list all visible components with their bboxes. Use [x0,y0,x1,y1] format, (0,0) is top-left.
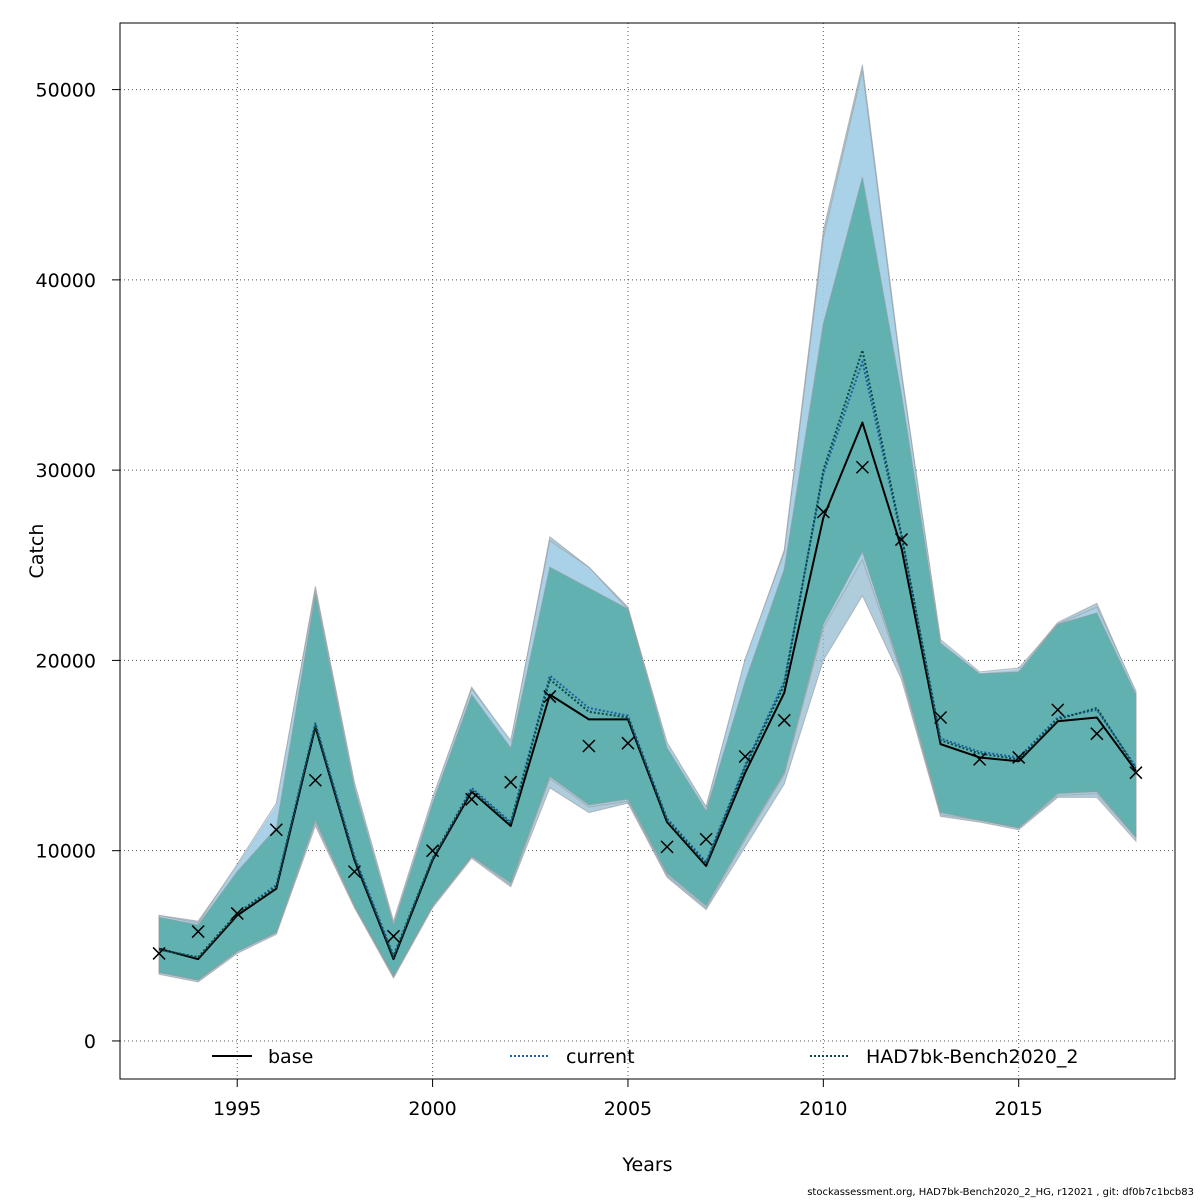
observed-point [230,906,244,920]
observed-point [777,713,791,727]
observed-point [1090,727,1104,741]
x-axis-label: Years [621,1154,672,1176]
observed-point [543,690,557,704]
observed-point [816,505,830,519]
observed-point [152,946,166,960]
observed-point [699,832,713,846]
observed-point [621,736,635,750]
observed-point [465,792,479,806]
y-axis-label: Catch [26,524,48,579]
x-tick-label: 2010 [799,1098,847,1120]
x-tick-label: 2000 [408,1098,456,1120]
observed-point [191,925,205,939]
observed-point [1012,750,1026,764]
y-tick-label: 0 [84,1031,96,1053]
series-lines [158,349,1137,961]
footer-caption: stockassessment.org, HAD7bk-Bench2020_2_… [807,1187,1194,1198]
observed-point [738,749,752,764]
observed-point [426,844,440,858]
legend-label: current [566,1046,635,1068]
observed-point [347,865,361,879]
y-tick-label: 40000 [36,270,96,292]
legend-label: base [268,1046,313,1068]
y-tick-label: 50000 [36,80,96,102]
observed-point [973,752,987,766]
observed-point [1051,703,1065,717]
confidence-bands [158,64,1137,983]
y-tick-label: 30000 [36,460,96,482]
x-tick-label: 2005 [604,1098,652,1120]
observed-points [152,460,1143,960]
y-tick-label: 20000 [36,650,96,672]
observed-point [894,533,909,547]
y-axis: 0 10000 20000 30000 40000 50000 [36,80,120,1053]
observed-point [934,710,948,725]
observed-point [269,823,283,837]
observed-point [504,775,518,789]
x-tick-label: 1995 [213,1098,261,1120]
series-line [158,349,1137,959]
observed-point [1129,766,1143,780]
x-tick-label: 2015 [995,1098,1043,1120]
observed-point [855,460,869,474]
plot-frame [119,22,1176,1080]
observed-point [582,739,596,753]
observed-point [386,929,401,943]
x-axis: 1995 2000 2005 2010 2015 [213,1079,1043,1120]
observed-point [660,840,674,854]
legend-label: HAD7bk-Bench2020_2 [866,1046,1078,1068]
confidence-band [158,176,1137,981]
legend: base current HAD7bk-Bench2020_2 [212,1046,1078,1068]
observed-point [308,773,322,787]
y-tick-label: 10000 [36,841,96,863]
